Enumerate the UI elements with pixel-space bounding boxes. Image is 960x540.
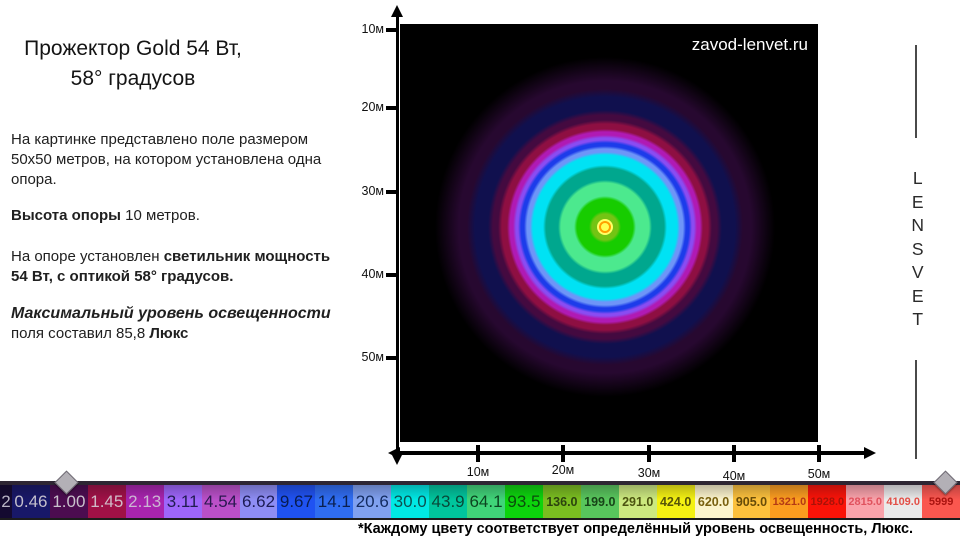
y-axis-arrow-up-icon (391, 5, 403, 17)
brand-letter: N (911, 215, 925, 235)
y-axis-tick-label: 30м (361, 184, 385, 198)
y-axis-tick (386, 190, 399, 194)
lux-scale-segment: 905.0 (732, 485, 771, 518)
title-line-2: 58° градусов (70, 67, 196, 90)
lux-scale-segment: 20.6 (353, 485, 392, 518)
lux-scale-segment: 30.0 (391, 485, 430, 518)
max-level-value: поля составил 85,8 (11, 325, 150, 342)
max-level-heading: Максимальный уровень освещенности (11, 305, 331, 322)
x-axis-tick-label: 40м (722, 469, 746, 483)
x-axis-line (398, 451, 866, 455)
lamp-position-marker (599, 221, 611, 233)
brand-rule-top (915, 45, 917, 138)
page-title: Прожектор Gold 54 Вт, 58° градусов (8, 34, 258, 94)
max-level-unit: Люкс (149, 325, 189, 342)
legend-caption: *Каждому цвету соответствует определённы… (358, 521, 914, 537)
brand-letter: E (911, 191, 925, 212)
lux-scale-segment: 4.54 (201, 485, 240, 518)
lux-scale-segment: 43.9 (429, 485, 468, 518)
lux-scale-segment: 2 (0, 485, 12, 518)
description-luminaire: На опоре установлен светильник мощность … (11, 247, 367, 287)
x-axis-tick (817, 445, 821, 462)
lux-scale-segment: 291.0 (618, 485, 657, 518)
x-axis-tick (476, 445, 480, 462)
lux-scale-segment: 1321.0 (770, 485, 809, 518)
x-axis-arrow-right-icon (864, 447, 876, 459)
x-axis-arrow-left-icon (388, 447, 400, 459)
lux-scale-segment: 0.46 (12, 485, 50, 518)
lux-scale-segment: 424.0 (656, 485, 695, 518)
lux-color-scale: 2 0.46 1.00 1.45 2.13 3.11 4.54 6.62 9.67 14.1 20.… (0, 481, 960, 520)
y-axis-tick (386, 356, 399, 360)
y-axis-line (396, 16, 399, 453)
lux-scale-segment: 1.45 (87, 485, 126, 518)
lux-scale-segment: 199.0 (580, 485, 619, 518)
lux-scale-segment: 93.5 (504, 485, 543, 518)
x-axis-tick-label: 30м (637, 466, 661, 480)
y-axis-tick (386, 28, 399, 32)
brand-letter: L (912, 168, 924, 188)
lux-scale-segment: 620.0 (694, 485, 733, 518)
x-axis-tick-label: 20м (551, 463, 575, 477)
lux-scale-segment: 6.62 (239, 485, 278, 518)
illuminance-rings (400, 24, 818, 442)
lux-scale-segment: 14.1 (315, 485, 354, 518)
brand-letter: T (912, 309, 924, 329)
lux-scale-segment: 2815.0 (846, 485, 885, 518)
y-axis-tick-label: 40м (361, 267, 385, 281)
description-pole-height: Высота опоры 10 метров. (11, 206, 367, 226)
lux-scale-segment: 4109.0 (884, 485, 923, 518)
x-axis-tick-label: 50м (807, 467, 831, 481)
luminaire-text-start: На опоре установлен (11, 248, 164, 265)
y-axis-tick-label: 50м (361, 350, 385, 364)
x-axis-tick-label: 10м (466, 465, 490, 479)
y-axis-tick-label: 10м (361, 22, 385, 36)
y-axis-tick (386, 106, 399, 110)
brand-letter: E (911, 285, 925, 306)
pole-height-value: 10 метров. (121, 207, 200, 224)
pole-height-label: Высота опоры (11, 207, 121, 224)
x-axis-tick (647, 445, 651, 462)
x-axis-tick (732, 445, 736, 462)
brand-rule-bottom (915, 360, 917, 459)
y-axis-tick (386, 273, 399, 277)
lux-scale-segment: 1928.0 (808, 485, 847, 518)
description-field: На картинке представлено поле размером 5… (11, 131, 322, 188)
lux-scale-segment: 9.67 (277, 485, 316, 518)
description-max-level: Максимальный уровень освещенности поля с… (11, 304, 367, 344)
illuminance-plot: zavod-lenvet.ru (400, 24, 818, 442)
lux-scale-segment: 136.0 (542, 485, 581, 518)
brand-letter: V (911, 262, 925, 282)
lux-scale-segment: 3.11 (163, 485, 202, 518)
y-axis-tick-label: 20м (361, 100, 385, 114)
watermark-text: zavod-lenvet.ru (691, 35, 808, 54)
luminaire-text-bold: светильник мощность 54 Вт, с оптикой 58°… (11, 248, 331, 285)
lux-scale-segment: 64.1 (467, 485, 505, 518)
title-line-1: Прожектор Gold 54 Вт, (24, 37, 242, 60)
lux-scale-segment: 2.13 (125, 485, 164, 518)
x-axis-tick (561, 445, 565, 462)
brand-letter: S (911, 238, 925, 259)
